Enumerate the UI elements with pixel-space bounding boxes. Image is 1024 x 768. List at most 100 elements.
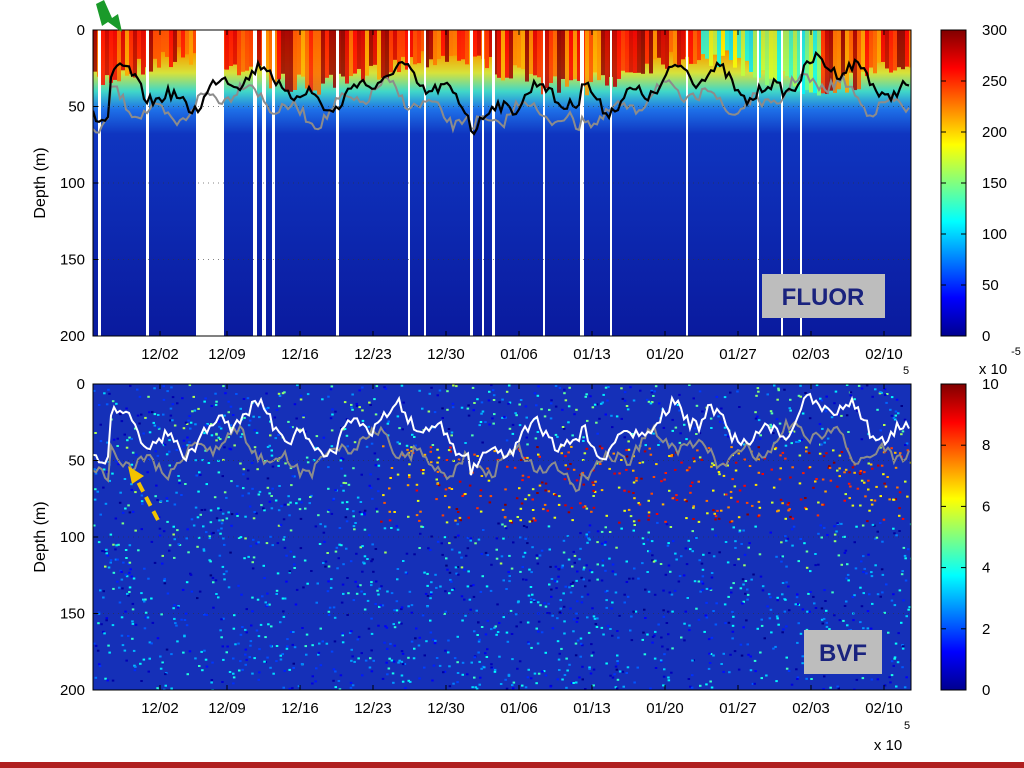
bvf-speckle-cell: [664, 573, 668, 576]
bvf-x-tick-label: 01/27: [719, 700, 757, 717]
bvf-speckle-cell: [845, 600, 848, 603]
bvf-speckle-cell: [515, 443, 519, 446]
bvf-speckle-cell: [352, 515, 355, 518]
bvf-speckle-cell: [159, 667, 163, 670]
bvf-speckle-cell: [812, 595, 815, 598]
bvf-speckle-cell: [97, 541, 101, 544]
fluor-bloom-column: [761, 30, 765, 71]
bvf-speckle-cell: [481, 410, 485, 413]
bvf-speckle-cell: [420, 525, 423, 528]
bvf-speckle-cell: [339, 674, 343, 677]
bvf-speckle-cell: [894, 642, 898, 645]
bvf-speckle-cell: [571, 519, 574, 522]
fluor-bloom-column: [397, 30, 401, 73]
bvf-speckle-cell: [868, 593, 871, 596]
bvf-speckle-cell: [170, 653, 173, 656]
bvf-speckle-cell: [601, 564, 605, 567]
bvf-speckle-cell: [769, 423, 772, 426]
bvf-speckle-cell: [291, 426, 294, 429]
bvf-speckle-cell: [342, 563, 345, 566]
bvf-speckle-cell: [691, 550, 694, 553]
bvf-speckle-cell: [202, 548, 206, 551]
fluor-bloom-column: [813, 30, 817, 93]
bvf-speckle-cell: [270, 507, 274, 510]
bvf-speckle-cell: [393, 626, 397, 629]
bvf-speckle-cell: [334, 670, 337, 673]
bvf-speckle-cell: [194, 657, 197, 660]
fluor-bloom-column: [777, 30, 781, 82]
bvf-colorbar-tick-label: 6: [982, 498, 990, 515]
bvf-speckle-cell: [717, 517, 721, 520]
bvf-speckle-cell: [646, 571, 649, 573]
fluor-bloom-column: [109, 30, 113, 83]
bvf-speckle-cell: [460, 595, 464, 598]
bvf-speckle-cell: [648, 550, 652, 553]
bvf-speckle-cell: [647, 518, 650, 521]
bvf-speckle-cell: [96, 490, 99, 493]
bvf-speckle-cell: [525, 416, 528, 419]
bvf-speckle-cell: [423, 453, 427, 456]
bvf-speckle-cell: [636, 666, 639, 669]
bvf-speckle-cell: [492, 394, 496, 397]
bvf-speckle-cell: [107, 388, 110, 391]
bvf-speckle-cell: [555, 580, 559, 583]
bvf-speckle-cell: [807, 592, 810, 595]
bvf-speckle-cell: [168, 439, 171, 442]
fluor-bloom-column: [281, 30, 285, 74]
bvf-speckle-cell: [169, 419, 172, 422]
bvf-speckle-cell: [896, 486, 899, 489]
bvf-speckle-cell: [169, 414, 173, 417]
bvf-speckle-cell: [233, 444, 236, 447]
bvf-speckle-cell: [530, 677, 533, 680]
bvf-speckle-cell: [474, 686, 477, 689]
bvf-speckle-cell: [743, 484, 746, 487]
fluor-bloom-column: [177, 30, 181, 48]
bvf-speckle-cell: [108, 651, 111, 654]
bvf-speckle-cell: [791, 544, 794, 547]
bvf-speckle-cell: [94, 488, 97, 491]
bvf-speckle-cell: [337, 557, 340, 560]
bvf-speckle-cell: [101, 550, 104, 552]
bvf-speckle-cell: [723, 603, 727, 606]
bvf-speckle-cell: [870, 678, 874, 681]
fluor-bloom-column: [809, 30, 813, 93]
bvf-speckle-cell: [431, 444, 435, 446]
bvf-speckle-cell: [741, 578, 745, 581]
bvf-speckle-cell: [358, 389, 361, 392]
bvf-speckle-cell: [664, 520, 667, 523]
bvf-speckle-cell: [237, 642, 240, 645]
bvf-speckle-cell: [414, 444, 417, 447]
bvf-speckle-cell: [815, 384, 819, 387]
bvf-speckle-cell: [308, 502, 311, 505]
bvf-speckle-cell: [288, 571, 291, 574]
bvf-speckle-cell: [666, 610, 670, 613]
bvf-speckle-cell: [356, 638, 359, 641]
bvf-speckle-cell: [604, 569, 607, 572]
bvf-speckle-cell: [363, 555, 367, 558]
bvf-speckle-cell: [340, 457, 343, 460]
bvf-speckle-cell: [114, 558, 118, 561]
fluor-gap-column: [470, 30, 473, 336]
bvf-speckle-cell: [828, 628, 831, 631]
bvf-y-tick-label: 150: [60, 606, 85, 623]
bvf-speckle-cell: [176, 402, 179, 405]
bvf-speckle-cell: [303, 559, 307, 562]
bvf-speckle-cell: [734, 540, 737, 543]
bvf-speckle-cell: [436, 448, 439, 451]
fluor-bloom-column: [477, 30, 481, 56]
bvf-speckle-cell: [130, 575, 133, 578]
fluor-heatmap: [93, 30, 911, 336]
bvf-speckle-cell: [218, 425, 221, 428]
bvf-speckle-cell: [182, 445, 185, 448]
bvf-speckle-cell: [472, 595, 476, 598]
bvf-speckle-cell: [547, 525, 551, 528]
bvf-speckle-cell: [377, 490, 380, 493]
bvf-speckle-cell: [144, 416, 147, 419]
bvf-speckle-cell: [549, 402, 553, 405]
bvf-speckle-cell: [737, 452, 740, 455]
bvf-speckle-cell: [562, 592, 565, 595]
bvf-speckle-cell: [244, 653, 247, 656]
bvf-speckle-cell: [244, 537, 247, 540]
bvf-speckle-cell: [584, 395, 587, 398]
bvf-speckle-cell: [837, 687, 840, 690]
